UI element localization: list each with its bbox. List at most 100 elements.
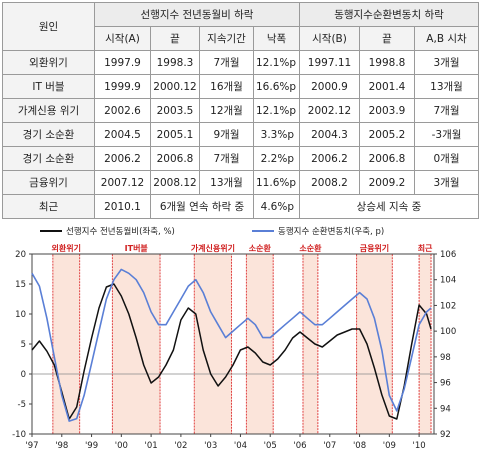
coincident-group-header: 동행지수순환변동치 하락 [299, 2, 479, 27]
row-start-b: 2004.3 [299, 122, 360, 147]
table-row: 금융위기 2007.12 2008.12 13개월 11.6%p 2008.2 … [2, 170, 479, 195]
x-tick-label: '08 [353, 441, 366, 451]
recent-start-a: 2010.1 [94, 194, 151, 219]
right-tick-label: 92 [440, 430, 451, 440]
x-tick-label: '10 [413, 441, 426, 451]
legend-coincident-label: 동행지수 순환변동치(우축, p) [278, 226, 384, 237]
row-duration: 12개월 [199, 98, 254, 123]
row-duration: 16개월 [199, 74, 254, 99]
chart-legend: 선행지수 전년동월비(좌축, %) 동행지수 순환변동치(우축, p) [40, 226, 384, 237]
recent-drop: 4.6%p [253, 194, 300, 219]
row-lag: 0개월 [414, 146, 479, 171]
row-end-b: 2006.8 [359, 146, 415, 171]
row-start-b: 1997.11 [299, 50, 360, 75]
x-tick-label: '05 [264, 441, 277, 451]
table-header-row-1: 원인 선행지수 전년동월비 하락 동행지수순환변동치 하락 [2, 2, 479, 51]
row-end-a: 2003.5 [150, 98, 200, 123]
shaded-periods: 외환위기 IT버블 가계신용위기 소순환 소순환 금융위기 최근 [52, 243, 433, 435]
right-tick-label: 96 [440, 379, 451, 389]
table-row: 경기 소순환 2006.2 2006.8 7개월 2.2%p 2006.2 20… [2, 146, 479, 171]
left-tick-label: 10 [15, 310, 26, 320]
x-tick-label: '00 [115, 441, 128, 451]
shaded-period [193, 253, 233, 435]
row-start-a: 1999.9 [94, 74, 151, 99]
row-start-a: 2006.2 [94, 146, 151, 171]
table-row-recent: 최근 2010.1 6개월 연속 하락 중 4.6%p 상승세 지속 중 [2, 194, 479, 219]
period-label: 최근 [418, 243, 433, 253]
period-label: 외환위기 [52, 243, 81, 253]
period-label: 금융위기 [360, 243, 389, 253]
right-tick-label: 106 [440, 250, 456, 260]
row-lag: 13개월 [414, 74, 479, 99]
x-tick-label: '03 [204, 441, 217, 451]
shaded-period [356, 253, 393, 435]
row-drop: 12.1%p [253, 98, 300, 123]
row-lag: 3개월 [414, 170, 479, 195]
row-drop: 16.6%p [253, 74, 300, 99]
left-tick-label: 5 [21, 340, 26, 350]
row-end-a: 2000.12 [150, 74, 200, 99]
row-end-a: 2006.8 [150, 146, 200, 171]
recent-note: 6개월 연속 하락 중 [150, 194, 254, 219]
row-lag: 7개월 [414, 98, 479, 123]
left-tick-label: 15 [15, 280, 26, 290]
row-start-a: 2007.12 [94, 170, 151, 195]
x-tick-label: '99 [85, 441, 98, 451]
coincident-index-line [31, 268, 432, 422]
x-tick-label: '97 [25, 441, 38, 451]
table-row: 외환위기 1997.9 1998.3 7개월 12.1%p 1997.11 19… [2, 50, 479, 75]
row-cause: 경기 소순환 [2, 146, 95, 171]
row-end-a: 2005.1 [150, 122, 200, 147]
row-start-b: 2000.9 [299, 74, 360, 99]
start-a-header: 시작(A) [94, 26, 151, 51]
shaded-period [418, 253, 432, 435]
end-a-header: 끝 [150, 26, 200, 51]
chart-axes: -10 -5 0 5 10 15 20 92 94 96 98 100 102 104 106 '97 '98 '… [12, 250, 456, 451]
row-end-a: 2008.12 [150, 170, 200, 195]
duration-header: 지속기간 [199, 26, 254, 51]
row-end-b: 2009.2 [359, 170, 415, 195]
recent-b-note: 상승세 지속 중 [299, 194, 479, 219]
right-tick-label: 100 [440, 327, 456, 337]
leading-group-header: 선행지수 전년동월비 하락 [94, 2, 300, 27]
shaded-period [245, 253, 274, 435]
start-b-header: 시작(B) [299, 26, 360, 51]
row-cause: 금융위기 [2, 170, 95, 195]
shaded-period [111, 253, 161, 435]
x-tick-label: '98 [55, 441, 68, 451]
table-row: 경기 소순환 2004.5 2005.1 9개월 3.3%p 2004.3 20… [2, 122, 479, 147]
row-end-b: 2003.9 [359, 98, 415, 123]
row-drop: 12.1%p [253, 50, 300, 75]
right-tick-label: 104 [440, 276, 456, 286]
row-duration: 13개월 [199, 170, 254, 195]
right-tick-label: 94 [440, 404, 451, 414]
period-label: 소순환 [299, 243, 322, 253]
row-duration: 7개월 [199, 146, 254, 171]
x-tick-label: '02 [174, 441, 187, 451]
row-cause: 외환위기 [2, 50, 95, 75]
row-start-b: 2006.2 [299, 146, 360, 171]
period-label: IT버블 [125, 243, 149, 253]
row-lag: 3개월 [414, 50, 479, 75]
row-start-a: 1997.9 [94, 50, 151, 75]
row-cause: IT 버블 [2, 74, 95, 99]
cause-header: 원인 [2, 2, 95, 51]
row-start-a: 2004.5 [94, 122, 151, 147]
row-cause: 가계신용 위기 [2, 98, 95, 123]
row-end-b: 2001.4 [359, 74, 415, 99]
lag-header: A,B 시차 [414, 26, 479, 51]
row-duration: 7개월 [199, 50, 254, 75]
row-end-b: 1998.8 [359, 50, 415, 75]
row-cause: 경기 소순환 [2, 122, 95, 147]
left-tick-label: -10 [12, 430, 26, 440]
row-start-b: 2002.12 [299, 98, 360, 123]
right-tick-label: 102 [440, 301, 456, 311]
drop-header: 낙폭 [253, 26, 300, 51]
row-drop: 11.6%p [253, 170, 300, 195]
end-b-header: 끝 [359, 26, 415, 51]
left-tick-label: -5 [18, 400, 26, 410]
legend-leading-label: 선행지수 전년동월비(좌축, %) [66, 226, 175, 237]
row-end-a: 1998.3 [150, 50, 200, 75]
row-drop: 2.2%p [253, 146, 300, 171]
cycle-table: 원인 선행지수 전년동월비 하락 동행지수순환변동치 하락 시작(A) 끝 지속… [2, 2, 479, 219]
